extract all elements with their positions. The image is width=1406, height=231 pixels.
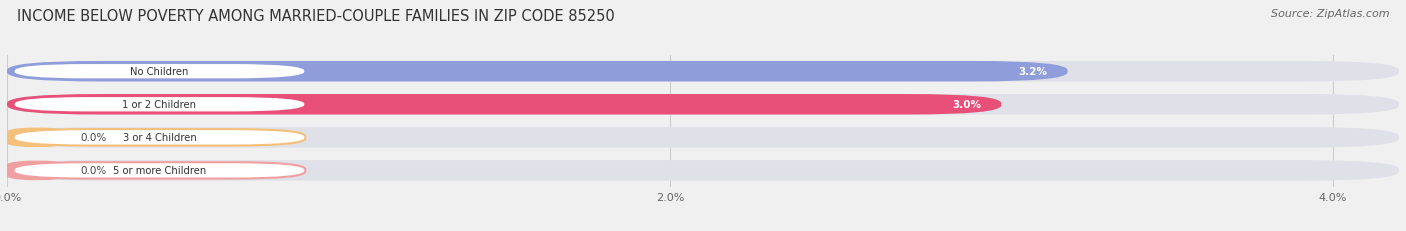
FancyBboxPatch shape [14, 162, 305, 179]
FancyBboxPatch shape [7, 128, 1399, 148]
Text: 0.0%: 0.0% [80, 133, 107, 143]
Text: 3.2%: 3.2% [1019, 67, 1047, 77]
Text: INCOME BELOW POVERTY AMONG MARRIED-COUPLE FAMILIES IN ZIP CODE 85250: INCOME BELOW POVERTY AMONG MARRIED-COUPL… [17, 9, 614, 24]
FancyBboxPatch shape [7, 95, 1399, 115]
FancyBboxPatch shape [14, 130, 305, 146]
FancyBboxPatch shape [7, 62, 1399, 82]
FancyBboxPatch shape [14, 64, 305, 80]
Text: Source: ZipAtlas.com: Source: ZipAtlas.com [1271, 9, 1389, 19]
FancyBboxPatch shape [7, 62, 1067, 82]
FancyBboxPatch shape [7, 128, 66, 148]
FancyBboxPatch shape [7, 161, 1399, 181]
Text: No Children: No Children [131, 67, 188, 77]
Text: 1 or 2 Children: 1 or 2 Children [122, 100, 197, 110]
FancyBboxPatch shape [7, 95, 1001, 115]
FancyBboxPatch shape [7, 161, 66, 181]
Text: 3.0%: 3.0% [952, 100, 981, 110]
Text: 5 or more Children: 5 or more Children [112, 166, 207, 176]
Text: 3 or 4 Children: 3 or 4 Children [122, 133, 197, 143]
Text: 0.0%: 0.0% [80, 166, 107, 176]
FancyBboxPatch shape [14, 97, 305, 113]
